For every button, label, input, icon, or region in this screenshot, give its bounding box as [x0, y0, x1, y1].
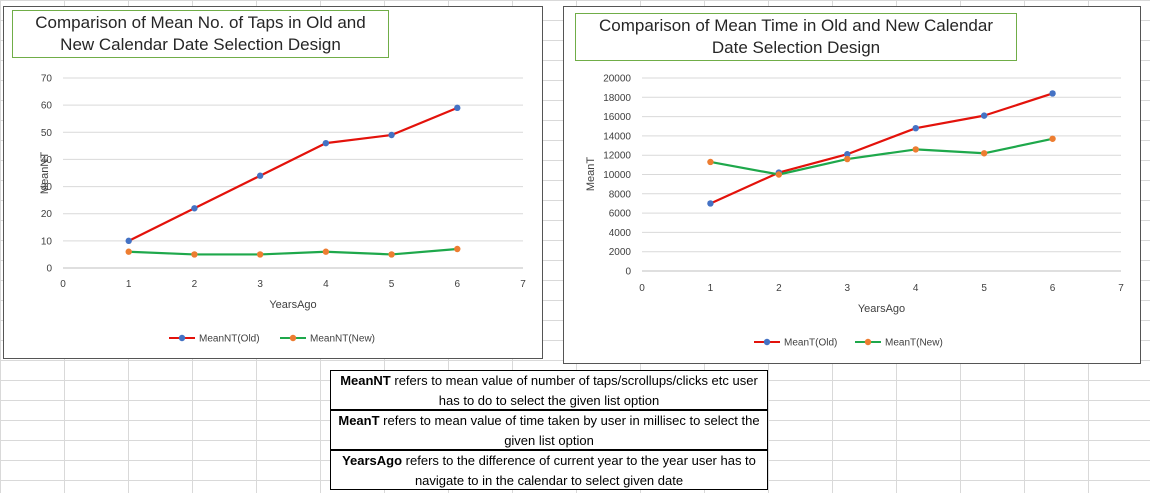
data-point: [980, 150, 988, 157]
y-tick-label: 30: [41, 182, 53, 193]
note-text: refers to the difference of current year…: [402, 453, 756, 488]
note-term: MeanNT: [340, 373, 391, 388]
y-tick-label: 70: [41, 74, 53, 85]
x-tick-label: 6: [1050, 283, 1056, 294]
note-term: MeanT: [338, 413, 380, 428]
data-point: [256, 172, 264, 179]
chart-title-text: Comparison of Mean No. of Taps in Old an…: [35, 13, 366, 54]
taps-line-chart: 0 10 20 30 40 50 60 70 0 1 2 3 4 5 6 7 YearsAgo MeanNT Mea…: [39, 74, 526, 345]
x-tick-label: 1: [126, 279, 132, 290]
y-axis-label: MeanT: [585, 157, 597, 192]
x-tick-label: 7: [1118, 283, 1124, 294]
series-line: [128, 106, 458, 242]
legend-marker: [763, 338, 771, 346]
data-point: [388, 131, 395, 139]
data-point: [322, 248, 330, 255]
y-tick-label: 18000: [603, 93, 631, 104]
legend-marker: [289, 334, 297, 342]
data-point: [912, 146, 919, 153]
x-tick-label: 3: [845, 283, 851, 294]
y-tick-label: 14000: [603, 131, 631, 142]
x-tick-label: 0: [60, 279, 66, 290]
data-point: [707, 200, 714, 207]
x-tick-label: 6: [455, 279, 461, 290]
y-axis-label: MeanNT: [39, 152, 51, 194]
time-line-chart: 0 2000 4000 6000 8000 10000 12000 14000 16000 180…: [585, 74, 1124, 349]
y-tick-label: 10: [41, 236, 53, 247]
data-point: [844, 155, 851, 163]
legend-marker: [864, 338, 872, 346]
y-tick-label: 50: [41, 128, 53, 139]
y-tick-label: 2000: [609, 247, 632, 258]
y-tick-label: 12000: [603, 151, 631, 162]
data-point: [912, 124, 919, 132]
data-point: [322, 139, 330, 147]
x-tick-label: 0: [639, 283, 645, 294]
x-tick-label: 4: [323, 279, 329, 290]
legend-label: MeanT(New): [885, 338, 943, 349]
note-text: refers to mean value of time taken by us…: [379, 413, 760, 448]
data-point: [125, 248, 132, 255]
y-tick-label: 60: [41, 101, 53, 112]
x-tick-label: 5: [981, 283, 987, 294]
legend-label: MeanNT(New): [310, 334, 375, 345]
legend-label: MeanNT(Old): [199, 334, 260, 345]
legend-label: MeanT(Old): [784, 338, 837, 349]
x-tick-label: 5: [389, 279, 395, 290]
note-term: YearsAgo: [342, 453, 403, 468]
y-tick-label: 40: [41, 155, 53, 166]
x-axis-label: YearsAgo: [858, 303, 905, 315]
x-tick-label: 2: [776, 283, 782, 294]
series-line: [128, 247, 458, 256]
data-point: [844, 151, 851, 158]
y-tick-label: 10000: [603, 170, 631, 181]
data-point: [1049, 90, 1056, 97]
data-point: [707, 158, 714, 166]
chart-panel-taps: Comparison of Mean No. of Taps in Old an…: [3, 6, 543, 359]
y-tick-label: 4000: [609, 228, 632, 239]
data-point: [388, 251, 395, 258]
series-line: [709, 92, 1053, 205]
data-point: [454, 245, 461, 253]
x-tick-label: 7: [520, 279, 526, 290]
note-text: refers to mean value of number of taps/s…: [390, 373, 758, 408]
y-tick-label: 0: [625, 267, 631, 278]
note-meannt: MeanNT refers to mean value of number of…: [330, 370, 768, 410]
data-point: [191, 205, 198, 212]
y-tick-label: 20000: [603, 74, 631, 85]
data-point: [775, 171, 783, 178]
y-tick-label: 6000: [609, 209, 632, 220]
legend-marker: [178, 334, 186, 342]
data-point: [191, 251, 198, 258]
data-point: [125, 237, 132, 245]
data-point: [1049, 135, 1056, 142]
x-axis-label: YearsAgo: [269, 299, 316, 311]
x-tick-label: 2: [192, 279, 198, 290]
y-tick-label: 16000: [603, 112, 631, 123]
chart-title: Comparison of Mean No. of Taps in Old an…: [12, 10, 389, 58]
y-tick-label: 0: [46, 264, 52, 275]
chart-panel-time: Comparison of Mean Time in Old and New C…: [563, 6, 1141, 364]
x-tick-label: 3: [257, 279, 263, 290]
data-point: [454, 104, 461, 112]
y-tick-label: 8000: [609, 189, 632, 200]
note-yearsago: YearsAgo refers to the difference of cur…: [330, 450, 768, 490]
data-point: [980, 112, 988, 119]
chart-title-text: Comparison of Mean Time in Old and New C…: [598, 16, 994, 57]
x-tick-label: 4: [913, 283, 919, 294]
data-point: [256, 251, 264, 258]
note-meant: MeanT refers to mean value of time taken…: [330, 410, 768, 450]
x-tick-label: 1: [708, 283, 714, 294]
y-tick-label: 20: [41, 209, 53, 220]
chart-title: Comparison of Mean Time in Old and New C…: [575, 13, 1017, 61]
series-line: [710, 137, 1053, 176]
